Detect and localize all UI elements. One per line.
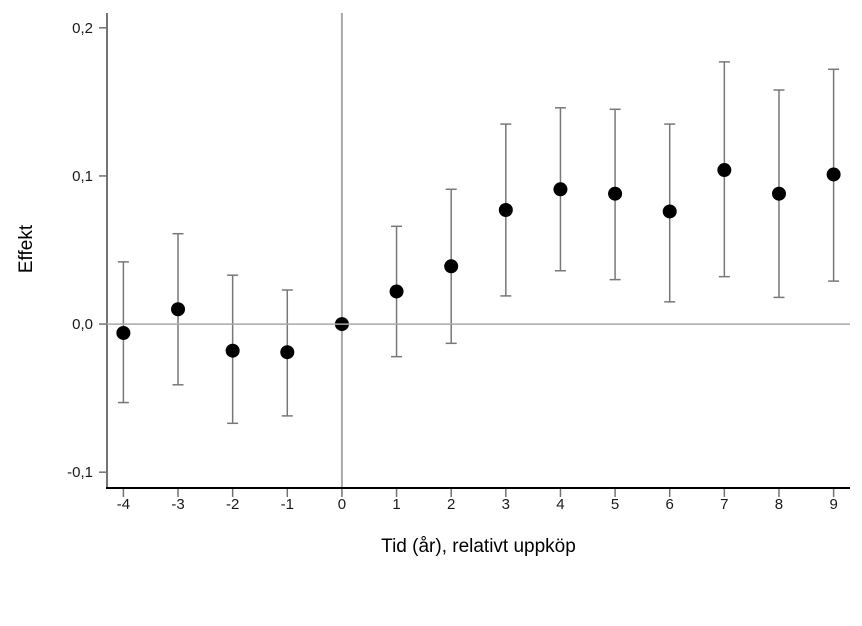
y-tick-label: 0,2 (72, 20, 93, 37)
x-tick-label: 5 (611, 496, 619, 513)
data-point (171, 302, 186, 317)
y-axis-title: Effekt (16, 224, 37, 274)
data-point (444, 259, 459, 274)
data-point (662, 204, 677, 219)
x-tick-label: 4 (556, 496, 564, 513)
data-point (826, 167, 841, 182)
x-tick-label: 2 (447, 496, 455, 513)
data-point (717, 163, 732, 178)
x-tick-label: 7 (720, 496, 728, 513)
data-point (116, 325, 131, 340)
x-tick-label: 8 (775, 496, 783, 513)
x-tick-label: -4 (117, 496, 130, 513)
x-tick-label: 3 (502, 496, 510, 513)
x-tick-label: 6 (666, 496, 674, 513)
data-point (553, 182, 568, 197)
x-tick-label: 0 (338, 496, 346, 513)
x-tick-label: 9 (829, 496, 837, 513)
y-tick-label: 0,1 (72, 168, 93, 185)
data-point (608, 186, 623, 201)
x-tick-label: -3 (171, 496, 184, 513)
data-point (498, 203, 513, 218)
data-point (225, 343, 240, 358)
y-tick-label: -0,1 (67, 464, 93, 481)
legend: Produktivitet Konfidensintervall (95%) (0, 572, 862, 606)
data-point (389, 284, 404, 299)
data-point (280, 345, 295, 360)
x-tick-label: -2 (226, 496, 239, 513)
x-tick-label: 1 (392, 496, 400, 513)
data-point (771, 186, 786, 201)
x-tick-label: -1 (281, 496, 294, 513)
x-axis-title: Tid (år), relativt uppköp (381, 536, 576, 557)
y-tick-label: 0,0 (72, 316, 93, 333)
